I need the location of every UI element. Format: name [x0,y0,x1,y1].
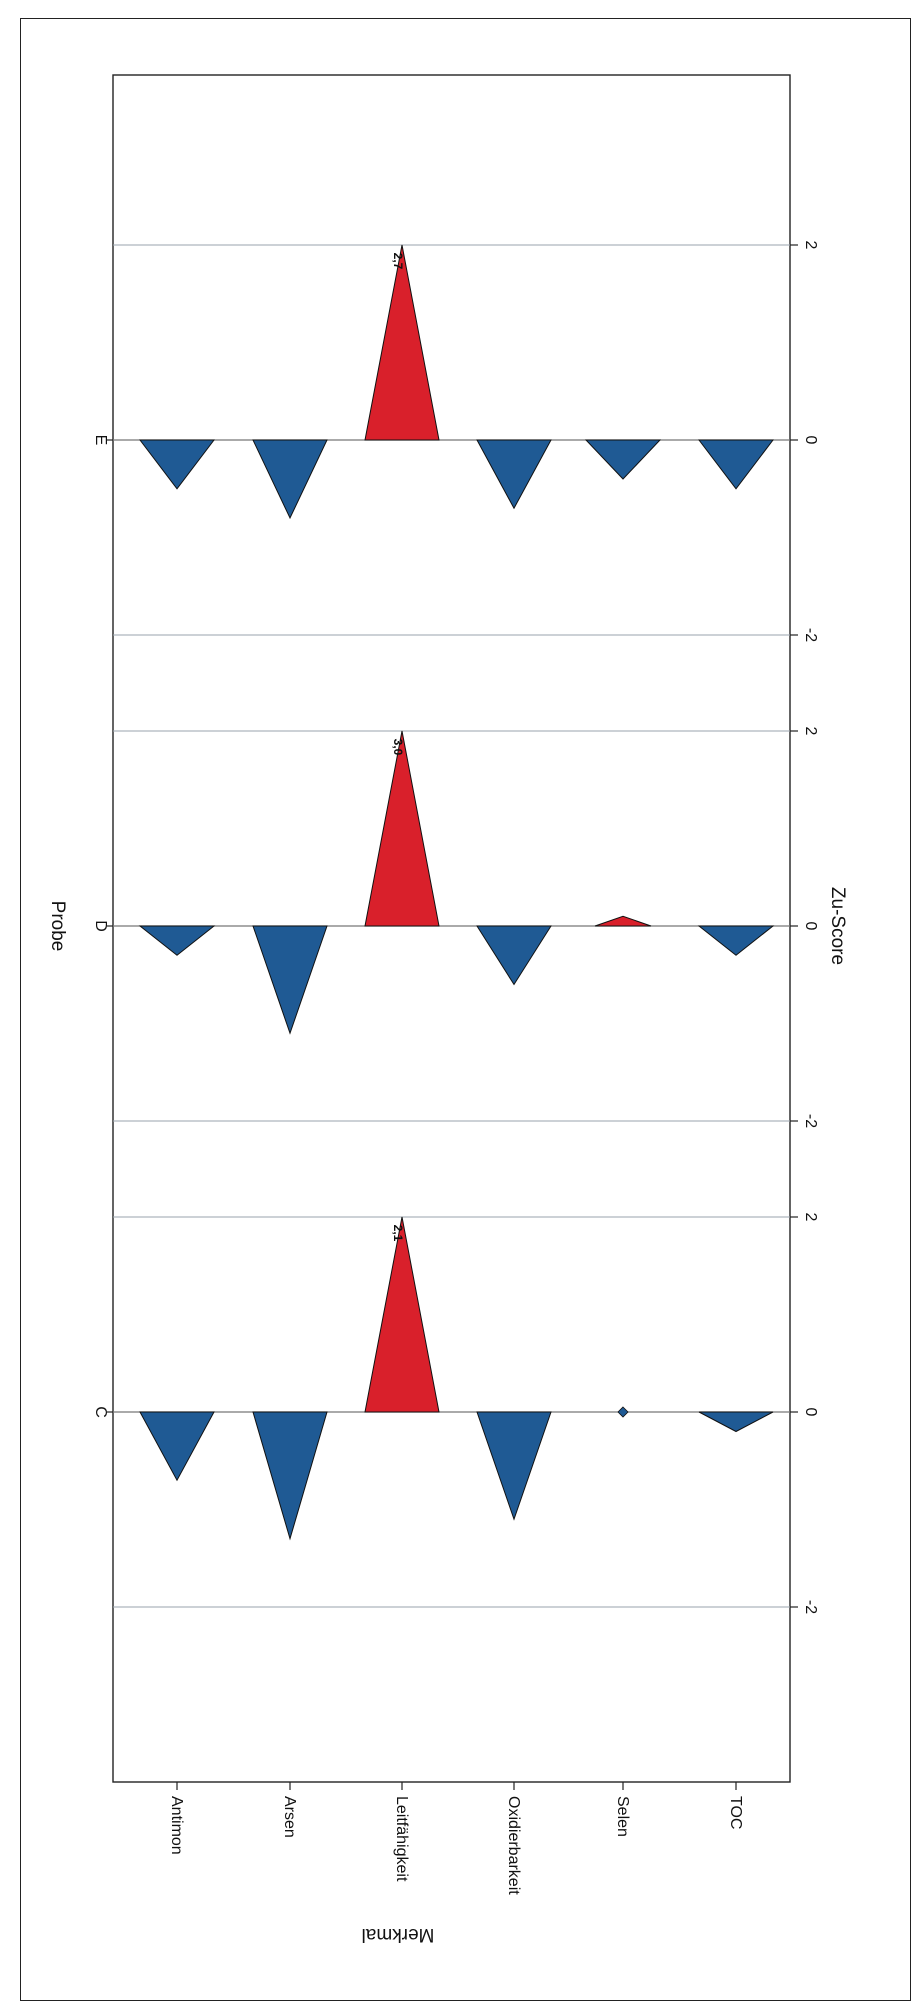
triangle-d-oxidierbarkeit [476,925,552,986]
tick-label-e-0: 0 [802,436,819,445]
tick-label-c--2: -2 [802,1600,819,1614]
category-label-selen: Selen [614,1796,631,1837]
triangle-c-selen [617,1406,629,1418]
chart-title: Probe [47,901,68,952]
data-label-c-leitf-higkeit: 2,1 [391,1225,405,1242]
triangle-e-toc [697,439,775,490]
panel-label-e: E [92,435,109,446]
triangle-c-leitf-higkeit [364,1216,440,1413]
data-label-e-leitf-higkeit: 2,7 [391,253,405,270]
triangle-e-selen [584,439,662,480]
tick-label-c-0: 0 [802,1408,819,1417]
category-axis-title: Merkmal [362,1924,435,1945]
tick-label-d-0: 0 [802,922,819,931]
plot-frame [112,74,791,1783]
page-frame [20,18,911,2001]
triangle-e-antimon [138,439,216,490]
panel-label-d: D [92,920,109,932]
triangle-e-leitf-higkeit [364,244,440,441]
triangle-c-arsen [252,1411,328,1541]
triangle-c-toc [698,1411,774,1433]
data-label-d-leitf-higkeit: 3,0 [391,739,405,756]
triangle-d-toc [697,925,775,956]
tick-label-d-2: 2 [802,727,819,736]
triangle-e-arsen [252,439,328,520]
triangle-e-oxidierbarkeit [476,439,552,510]
triangle-d-antimon [138,925,216,956]
triangle-d-leitf-higkeit [364,730,440,927]
triangle-d-arsen [252,925,328,1035]
tick-label-e-2: 2 [802,241,819,250]
value-axis-title: Zu-Score [827,887,848,965]
category-label-leitf-higkeit: Leitfähigkeit [393,1796,410,1882]
category-label-arsen: Arsen [281,1796,298,1838]
category-label-toc: TOC [727,1796,744,1829]
tick-label-e--2: -2 [802,628,819,642]
triangle-d-selen [594,915,652,927]
triangle-c-antimon [139,1411,215,1482]
triangle-c-oxidierbarkeit [476,1411,552,1521]
category-label-antimon: Antimon [168,1796,185,1855]
category-label-oxidierbarkeit: Oxidierbarkeit [505,1796,522,1895]
panel-label-c: C [92,1406,109,1418]
tick-label-d--2: -2 [802,1114,819,1128]
tick-label-c-2: 2 [802,1213,819,1222]
